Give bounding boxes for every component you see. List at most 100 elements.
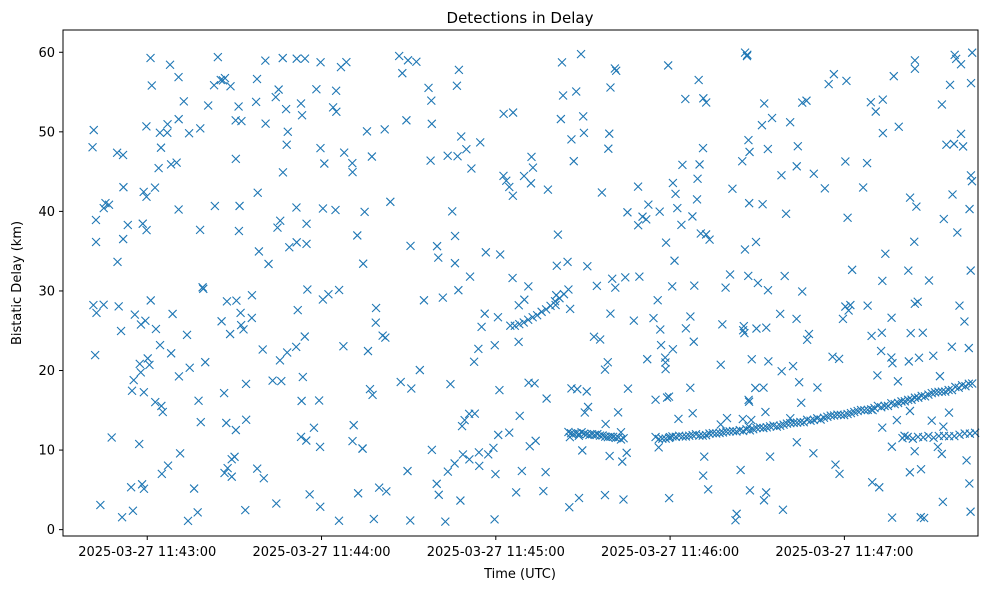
data-point-marker	[903, 395, 913, 405]
data-point-marker	[162, 128, 172, 138]
data-point-marker	[886, 398, 896, 408]
data-point-marker	[156, 143, 166, 153]
data-point-marker	[698, 471, 708, 481]
data-point-marker	[142, 192, 151, 202]
data-point-marker	[396, 377, 406, 387]
data-point-marker	[339, 148, 349, 157]
data-point-marker	[184, 128, 194, 138]
data-point-marker	[655, 325, 665, 334]
data-point-marker	[282, 348, 292, 357]
data-point-marker	[935, 371, 945, 381]
data-point-marker	[617, 457, 627, 466]
data-point-marker	[563, 257, 572, 267]
data-point-marker	[225, 329, 235, 339]
data-point-marker	[523, 315, 533, 325]
data-point-marker	[785, 117, 795, 127]
data-point-marker	[934, 387, 943, 397]
data-point-marker	[252, 74, 262, 84]
data-point-marker	[385, 197, 395, 207]
data-point-marker	[685, 312, 695, 321]
data-point-marker	[802, 96, 811, 106]
data-point-marker	[331, 107, 341, 117]
data-point-marker	[537, 307, 547, 317]
data-point-marker	[906, 328, 916, 338]
data-point-marker	[950, 382, 960, 392]
data-point-marker	[380, 124, 390, 134]
data-point-marker	[580, 408, 590, 417]
data-point-marker	[689, 337, 699, 347]
data-point-marker	[427, 119, 437, 129]
data-point-marker	[960, 317, 969, 326]
data-point-marker	[746, 415, 756, 425]
data-point-marker	[877, 423, 887, 433]
data-point-marker	[638, 212, 647, 222]
data-point-marker	[150, 183, 160, 193]
data-point-marker	[302, 285, 312, 294]
data-point-marker	[397, 68, 407, 78]
data-point-marker	[113, 257, 122, 267]
data-point-marker	[143, 354, 153, 363]
data-point-marker	[877, 328, 887, 338]
data-point-marker	[654, 442, 664, 452]
data-point-marker	[282, 140, 292, 150]
data-point-marker	[603, 144, 613, 154]
data-point-marker	[232, 296, 241, 306]
data-point-marker	[268, 376, 277, 385]
y-axis: 0 10 20 30 40 50 60	[38, 46, 63, 538]
data-point-marker	[578, 111, 588, 121]
data-point-marker	[751, 237, 761, 247]
data-point-marker	[567, 135, 576, 144]
data-point-marker	[688, 212, 697, 221]
data-point-marker	[174, 114, 184, 124]
data-point-marker	[796, 417, 805, 427]
data-point-marker	[693, 174, 702, 184]
data-point-marker	[744, 198, 754, 208]
data-point-marker	[761, 488, 771, 497]
data-point-marker	[334, 516, 344, 526]
data-point-marker	[221, 418, 231, 428]
data-point-marker	[607, 274, 617, 284]
data-point-marker	[371, 318, 381, 327]
data-point-marker	[966, 78, 976, 88]
data-point-marker	[174, 72, 183, 82]
data-point-marker	[705, 429, 714, 438]
data-point-marker	[543, 185, 553, 194]
data-point-marker	[750, 383, 760, 393]
data-point-marker	[403, 55, 413, 65]
data-point-marker	[88, 300, 98, 310]
data-point-marker	[916, 464, 926, 474]
data-point-marker	[367, 152, 377, 161]
data-point-marker	[251, 97, 261, 107]
data-point-marker	[967, 48, 977, 58]
data-point-marker	[273, 223, 282, 232]
data-point-marker	[452, 81, 462, 91]
data-point-marker	[142, 225, 151, 235]
data-point-marker	[556, 114, 566, 124]
data-point-marker	[905, 467, 915, 477]
data-point-marker	[505, 321, 515, 331]
data-point-marker	[905, 193, 915, 203]
data-point-marker	[610, 64, 620, 73]
data-point-marker	[843, 213, 852, 223]
data-point-marker	[234, 226, 244, 236]
data-point-marker	[456, 496, 465, 505]
data-point-marker	[752, 324, 761, 333]
y-tick-label: 10	[38, 444, 55, 459]
data-point-marker	[619, 495, 628, 504]
data-point-marker	[311, 84, 321, 94]
data-point-marker	[406, 384, 416, 393]
data-point-marker	[557, 58, 567, 67]
data-point-marker	[595, 431, 605, 441]
data-point-marker	[504, 428, 514, 438]
data-point-marker	[777, 170, 786, 180]
y-tick-label: 60	[38, 46, 55, 61]
data-point-marker	[880, 249, 890, 259]
data-point-marker	[302, 239, 311, 249]
data-point-marker	[927, 416, 937, 425]
data-point-marker	[136, 320, 146, 329]
data-point-marker	[938, 422, 948, 432]
data-point-marker	[495, 250, 505, 259]
data-point-marker	[792, 314, 801, 324]
data-point-marker	[508, 108, 518, 117]
data-point-marker	[831, 460, 840, 470]
